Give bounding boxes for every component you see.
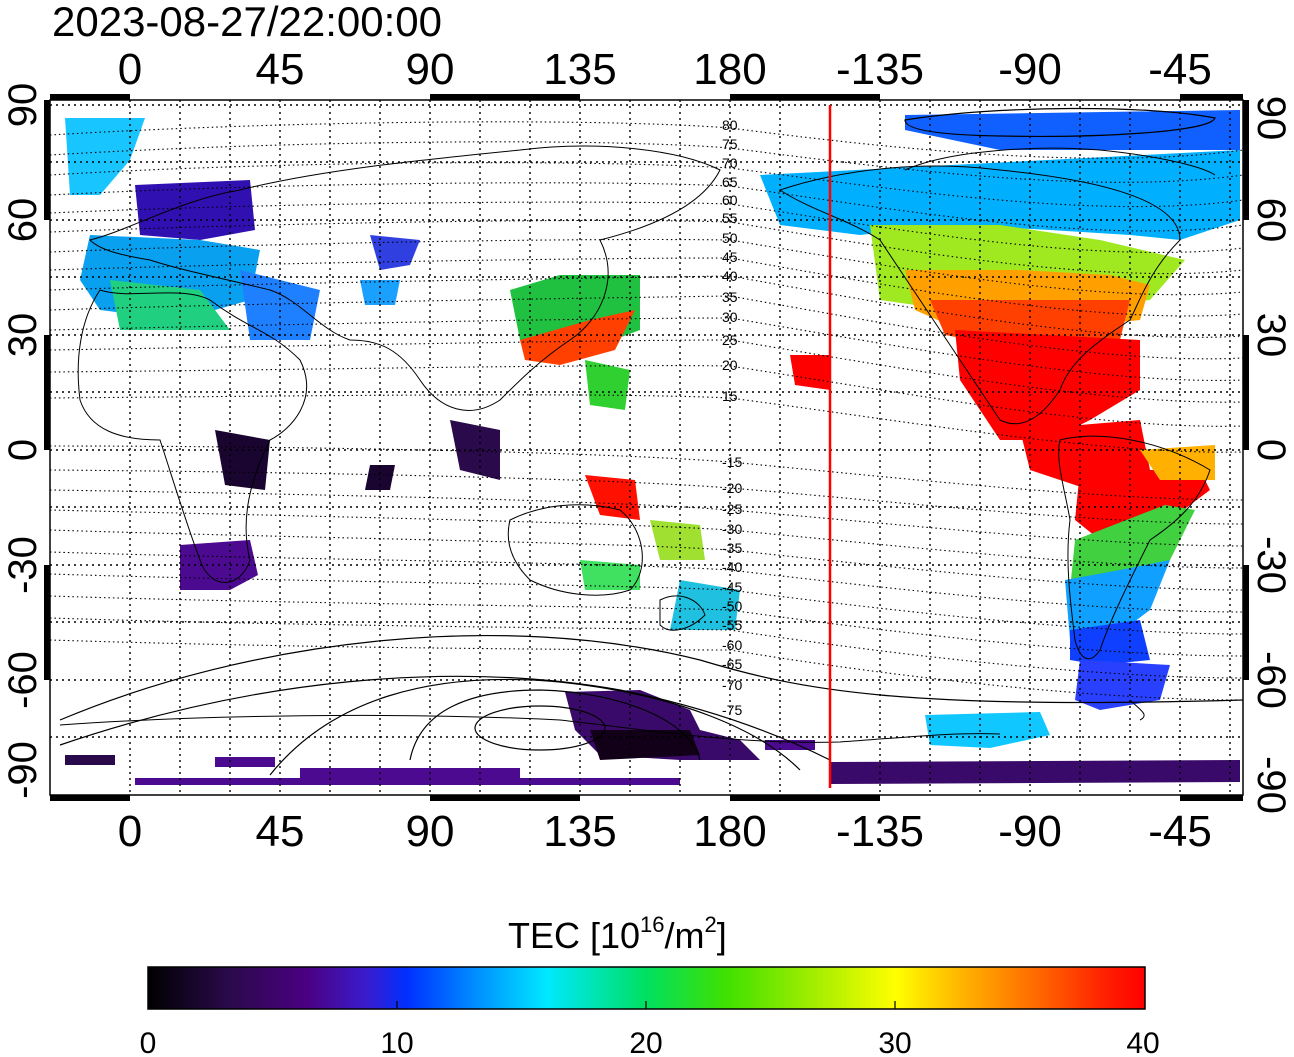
lon-tick-top-neg90: -90 xyxy=(998,45,1062,94)
mlat-label-neg30: -30 xyxy=(722,521,742,537)
colorbar-label: TEC [1016/m2] xyxy=(508,912,727,956)
lat-tick-left-neg30: -30 xyxy=(1,536,45,594)
lonlat-grid xyxy=(50,100,1243,795)
lon-tick-top-neg45: -45 xyxy=(1148,45,1212,94)
mlat-label-neg15: -15 xyxy=(722,454,742,470)
mlat-label-25: 25 xyxy=(722,332,738,348)
mlat-label-15: 15 xyxy=(722,388,738,404)
colorbar-ticks: 0 10 20 30 40 xyxy=(140,1027,1160,1057)
lat-ticks-left: 90 60 30 0 -30 -60 -90 xyxy=(1,83,45,799)
lon-tick-bottom-180: 180 xyxy=(693,807,766,856)
lon-tick-top-0: 0 xyxy=(118,45,142,94)
lat-tick-left-0: 0 xyxy=(1,439,45,461)
mag-lat-labels: 80 75 70 65 60 55 50 45 40 35 30 25 20 1… xyxy=(722,117,742,718)
colorbar-tick-10: 10 xyxy=(380,1027,413,1057)
mlat-label-neg40: -40 xyxy=(722,559,742,575)
mlat-label-20: 20 xyxy=(722,357,738,373)
mlat-label-50: 50 xyxy=(722,230,738,246)
colorbar-label-end: ] xyxy=(717,915,727,956)
lon-tick-bottom-neg135: -135 xyxy=(836,807,924,856)
lat-tick-left-neg90: -90 xyxy=(1,741,45,799)
colorbar: TEC [1016/m2] 0 10 20 30 40 xyxy=(140,912,1160,1057)
mlat-label-70: 70 xyxy=(722,155,738,171)
lon-ticks-top: 0 45 90 135 180 -135 -90 -45 xyxy=(118,45,1212,94)
mlat-label-neg50: -50 xyxy=(722,598,742,614)
lon-tick-bottom-135: 135 xyxy=(543,807,616,856)
mlat-label-80: 80 xyxy=(722,117,738,133)
frame-tick-marks xyxy=(44,94,1249,801)
coastlines xyxy=(59,145,1216,743)
lon-tick-top-45: 45 xyxy=(256,45,305,94)
lon-tick-bottom-0: 0 xyxy=(118,807,142,856)
mlat-label-neg75: -75 xyxy=(722,702,742,718)
mlat-label-neg65: -65 xyxy=(722,656,742,672)
lat-tick-right-neg90: -90 xyxy=(1249,756,1293,814)
colorbar-label-mid: /m xyxy=(665,915,705,956)
mlat-label-neg35: -35 xyxy=(722,540,742,556)
mlat-label-neg20: -20 xyxy=(722,480,742,496)
magnetic-latitude-contours xyxy=(50,121,1243,701)
lon-tick-top-neg135: -135 xyxy=(836,45,924,94)
lat-tick-right-neg30: -30 xyxy=(1249,536,1293,594)
mlat-label-45: 45 xyxy=(722,249,738,265)
lon-tick-bottom-neg45: -45 xyxy=(1148,807,1212,856)
lat-tick-left-60: 60 xyxy=(1,198,45,243)
mlat-label-neg60: -60 xyxy=(722,637,742,653)
colorbar-label-main: TEC [10 xyxy=(508,915,640,956)
south-magnetic-contours xyxy=(59,107,1243,776)
lon-ticks-bottom: 0 45 90 135 180 -135 -90 -45 xyxy=(118,807,1212,856)
lon-tick-bottom-neg90: -90 xyxy=(998,807,1062,856)
lat-ticks-right: 90 60 30 0 -30 -60 -90 xyxy=(1249,96,1293,814)
mlat-label-30: 30 xyxy=(722,309,738,325)
lat-tick-left-30: 30 xyxy=(1,313,45,358)
mlat-label-neg55: -55 xyxy=(722,617,742,633)
mlat-label-35: 35 xyxy=(722,289,738,305)
mlat-label-55: 55 xyxy=(722,210,738,226)
mlat-label-65: 65 xyxy=(722,174,738,190)
lon-tick-top-135: 135 xyxy=(543,45,616,94)
lat-tick-left-90: 90 xyxy=(1,83,45,128)
lat-tick-right-60: 60 xyxy=(1249,198,1293,243)
colorbar-tick-30: 30 xyxy=(878,1027,911,1057)
colorbar-tick-20: 20 xyxy=(629,1027,662,1057)
mlat-label-75: 75 xyxy=(722,136,738,152)
colorbar-label-exp2: 2 xyxy=(705,912,717,937)
lat-tick-right-90: 90 xyxy=(1249,96,1293,141)
lon-tick-top-180: 180 xyxy=(693,45,766,94)
mlat-label-neg70: -70 xyxy=(722,677,742,693)
colorbar-tick-marks xyxy=(396,1001,896,1009)
mlat-label-40: 40 xyxy=(722,268,738,284)
colorbar-tick-40: 40 xyxy=(1126,1027,1159,1057)
mlat-label-60: 60 xyxy=(722,192,738,208)
lat-tick-right-0: 0 xyxy=(1249,439,1293,461)
mlat-label-neg25: -25 xyxy=(722,501,742,517)
map-panel xyxy=(44,94,1249,801)
lat-tick-left-neg60: -60 xyxy=(1,651,45,709)
lat-tick-right-30: 30 xyxy=(1249,313,1293,358)
lat-tick-right-neg60: -60 xyxy=(1249,651,1293,709)
lon-tick-bottom-90: 90 xyxy=(406,807,455,856)
lon-tick-bottom-45: 45 xyxy=(256,807,305,856)
colorbar-tick-0: 0 xyxy=(140,1027,157,1057)
mlat-label-neg45: -45 xyxy=(722,579,742,595)
map-title: 2023-08-27/22:00:00 xyxy=(52,0,442,45)
colorbar-label-exp1: 16 xyxy=(640,912,664,937)
lon-tick-top-90: 90 xyxy=(406,45,455,94)
